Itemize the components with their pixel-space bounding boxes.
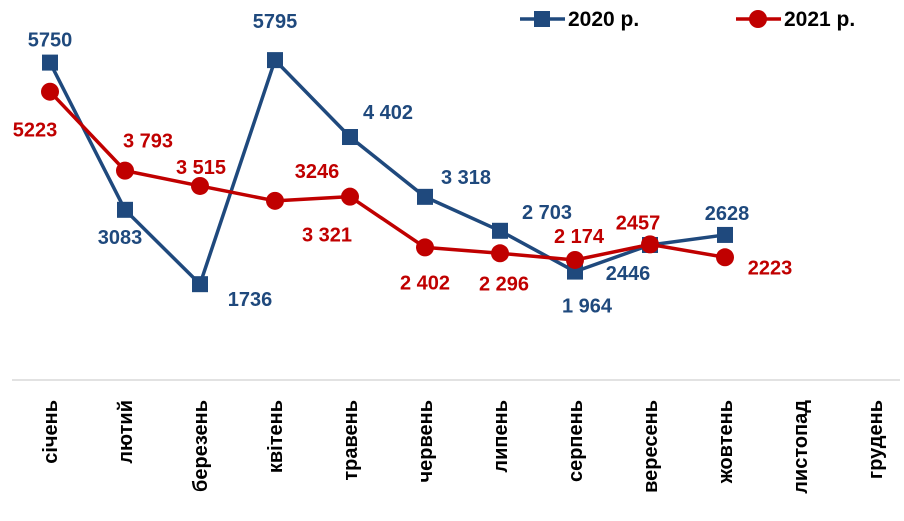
series-2021-data-label: 5223 (13, 120, 58, 142)
series-2020-point (717, 226, 733, 243)
series-2020-point (342, 129, 358, 146)
category-label: листопад (790, 400, 812, 494)
series-2021-point (116, 161, 134, 180)
category-label: грудень (865, 400, 887, 479)
category-label: березень (190, 400, 212, 492)
series-2020-data-label: 2628 (705, 203, 750, 225)
category-label: травень (340, 400, 362, 481)
series-layer (41, 52, 734, 293)
series-2020-data-label: 3 318 (441, 167, 491, 189)
category-label: серпень (565, 400, 587, 482)
series-2021-point (266, 191, 284, 210)
series-2020-point (417, 188, 433, 205)
series-2020-data-label: 3083 (98, 227, 143, 249)
series-2021-data-label: 2223 (748, 257, 793, 279)
series-2020-data-label: 5750 (28, 30, 73, 52)
series-2021-point (41, 82, 59, 101)
series-2021-point (566, 250, 584, 269)
series-2020-data-label: 2446 (606, 263, 651, 285)
legend: 2020 р. 2021 р. (520, 8, 855, 31)
series-2021-data-label: 2 402 (400, 272, 450, 294)
series-2021-data-label: 2 296 (479, 273, 529, 295)
series-2021-data-label: 3 321 (302, 225, 352, 247)
category-label: вересень (640, 400, 662, 493)
series-2020-data-label: 1 964 (562, 296, 613, 318)
series-2020-point (117, 201, 133, 218)
series-2020-point (267, 52, 283, 69)
series-2021-point (716, 248, 734, 267)
series-2021-data-label: 3246 (295, 161, 340, 183)
legend-2021-marker (749, 10, 767, 28)
series-2021-data-label: 2 174 (554, 226, 605, 248)
series-2020-point (42, 54, 58, 71)
series-2020-line (48, 58, 726, 286)
legend-2021-label: 2021 р. (784, 8, 855, 31)
category-label: січень (40, 400, 62, 464)
series-2020-data-label: 2 703 (522, 202, 572, 224)
series-2021-point (341, 187, 359, 206)
series-2020-data-label: 1736 (228, 289, 273, 311)
series-2020-point (192, 276, 208, 293)
category-label: червень (415, 400, 437, 482)
category-label: квітень (265, 400, 287, 473)
legend-2020-marker (534, 11, 550, 27)
series-2021-data-label: 2457 (616, 212, 661, 234)
series-2021-line (48, 90, 726, 262)
category-label: жовтень (715, 400, 737, 484)
series-2021-point (641, 235, 659, 254)
data-label-layer: 5750 3083 1736 5795 4 402 3 318 2 703 1 964 2446… (13, 11, 793, 317)
series-2021-data-label: 3 793 (123, 131, 173, 153)
series-2021-point (191, 176, 209, 195)
series-2020-data-label: 4 402 (363, 102, 413, 124)
category-axis: січень лютий березень квітень травень червень… (40, 400, 887, 494)
series-2021-point (491, 244, 509, 263)
category-label: лютий (115, 400, 137, 464)
category-label: липень (490, 400, 512, 473)
series-2020-data-label: 5795 (253, 11, 298, 33)
series-2020-point (492, 222, 508, 239)
series-2021-data-label: 3 515 (176, 157, 226, 179)
series-2021-point (416, 238, 434, 257)
legend-2020-label: 2020 р. (568, 8, 639, 31)
